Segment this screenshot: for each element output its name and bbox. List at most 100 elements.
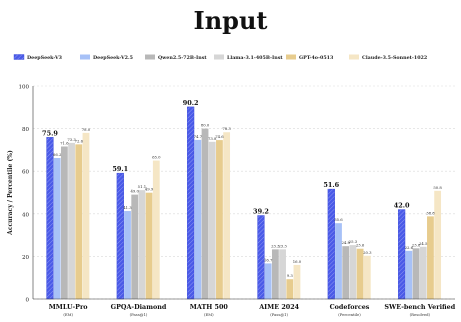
x-category-sublabel: (Pass@1): [130, 312, 148, 317]
bar-Llama-3.1-405B-Inst-MATH 500: [208, 141, 216, 299]
y-tick-label: 100: [19, 85, 30, 91]
data-label: 90.2: [183, 99, 199, 107]
data-label: 16.7: [264, 257, 273, 262]
bar-DeepSeek-V3-SWE-bench Verified: [398, 209, 406, 300]
bar-Llama-3.1-405B-Inst-MMLU-Pro: [68, 142, 75, 299]
data-label: 65.0: [152, 155, 161, 160]
data-label: 78.3: [222, 126, 231, 131]
bar-Qwen2.5-72B-Inst-AIME 2024: [271, 249, 279, 299]
data-label: 71.6: [60, 140, 69, 145]
x-category-sublabel: (Pass@1): [270, 312, 288, 317]
bar-Llama-3.1-405B-Inst-AIME 2024: [279, 249, 286, 299]
bar-DeepSeek-V2.5-AIME 2024: [264, 263, 272, 299]
bar-GPT-4o-0513-SWE-bench Verified: [427, 216, 434, 299]
legend-label: DeepSeek-V3: [27, 55, 63, 61]
data-label: 49.0: [130, 189, 139, 194]
bar-DeepSeek-V2.5-MMLU-Pro: [53, 157, 61, 299]
data-labels: 75.9 66.2 71.673.372.6 78.0 59.1 41.3 49.051.1…: [42, 99, 442, 278]
data-label: 23.8: [412, 242, 421, 247]
bar-GPT-4o-0513-AIME 2024: [286, 279, 294, 299]
data-label: 80.0: [201, 123, 210, 128]
legend-swatch: [13, 54, 25, 60]
data-label: 59.1: [112, 165, 128, 173]
data-label: 23.3: [271, 243, 280, 248]
x-category-sublabel: (EM): [63, 312, 73, 317]
legend-label: Claude-3.5-Sonnet-1022: [362, 55, 427, 61]
legend-swatch: [80, 54, 90, 60]
bar-Qwen2.5-72B-Inst-MMLU-Pro: [60, 146, 68, 299]
bar-DeepSeek-V2.5-Codeforces: [335, 223, 342, 299]
data-label: 9.3: [287, 273, 294, 278]
bar-GPT-4o-0513-MATH 500: [216, 140, 223, 299]
data-label: 22.6: [405, 245, 414, 250]
x-category-label: MATH 500: [190, 303, 229, 311]
bar-DeepSeek-V2.5-SWE-bench Verified: [405, 250, 413, 299]
data-label: 16.0: [293, 259, 302, 264]
bar-Claude-3.5-Sonnet-1022-MMLU-Pro: [82, 132, 90, 299]
bar-DeepSeek-V3-GPQA-Diamond: [116, 172, 124, 300]
bar-DeepSeek-V2.5-MATH 500: [194, 139, 202, 299]
bar-DeepSeek-V3-MMLU-Pro: [46, 137, 54, 300]
x-category-label: GPQA-Diamond: [111, 303, 167, 311]
data-label: 25.3: [349, 239, 358, 244]
bar-Claude-3.5-Sonnet-1022-Codeforces: [363, 255, 371, 299]
legend-label: GPT-4o-0513: [299, 55, 334, 61]
legend-swatch: [349, 54, 359, 60]
bar-GPT-4o-0513-GPQA-Diamond: [145, 192, 153, 299]
bar-Qwen2.5-72B-Inst-MATH 500: [201, 128, 209, 299]
data-label: 39.2: [253, 208, 269, 216]
x-category-label: Codeforces: [330, 303, 370, 311]
bar-DeepSeek-V2.5-GPQA-Diamond: [124, 211, 131, 299]
bar-Llama-3.1-405B-Inst-SWE-bench Verified: [419, 246, 427, 299]
bar-Claude-3.5-Sonnet-1022-GPQA-Diamond: [152, 160, 160, 299]
y-tick-label: 40: [22, 212, 29, 218]
bar-Llama-3.1-405B-Inst-GPQA-Diamond: [138, 190, 146, 299]
bar-GPT-4o-0513-MMLU-Pro: [75, 144, 83, 299]
bar-Llama-3.1-405B-Inst-Codeforces: [349, 245, 357, 299]
legend: DeepSeek-V3 DeepSeek-V2.5 Qwen2.5-72B-Inst…: [13, 54, 427, 61]
data-label: 66.2: [53, 152, 62, 157]
data-label: 51.1: [138, 184, 146, 189]
data-label: 74.7: [194, 134, 203, 139]
legend-label: DeepSeek-V2.5: [93, 55, 133, 61]
grid-lines: [33, 85, 455, 300]
data-label: 49.9: [145, 187, 154, 192]
bars: [46, 106, 442, 300]
legend-swatch: [286, 54, 296, 60]
bar-GPT-4o-0513-Codeforces: [356, 248, 364, 299]
x-category-sublabel: (Percentile): [338, 312, 361, 317]
bar-Claude-3.5-Sonnet-1022-AIME 2024: [293, 264, 301, 299]
axes: 0 20 40 60 80 100 Accuracy / Percentile (%) MML…: [7, 85, 456, 318]
y-tick-label: 0: [26, 298, 30, 304]
data-label: 41.3: [123, 205, 132, 210]
data-label: 35.6: [334, 217, 343, 222]
bar-Qwen2.5-72B-Inst-GPQA-Diamond: [131, 194, 139, 299]
data-label: 74.6: [215, 134, 224, 139]
bar-Qwen2.5-72B-Inst-SWE-bench Verified: [412, 248, 420, 299]
x-category-label: MMLU-Pro: [49, 303, 88, 311]
bar-Claude-3.5-Sonnet-1022-MATH 500: [223, 132, 231, 299]
x-category-sublabel: (EM): [204, 312, 214, 317]
data-label: 73.8: [208, 136, 217, 141]
x-category-label: AIME 2024: [258, 303, 299, 311]
x-category-label: SWE-bench Verified: [384, 303, 455, 311]
y-tick-label: 60: [22, 170, 29, 176]
y-tick-label: 20: [22, 255, 29, 261]
data-label: 75.9: [42, 129, 58, 137]
legend-label: Qwen2.5-72B-Inst: [158, 55, 207, 61]
bar-Qwen2.5-72B-Inst-Codeforces: [342, 246, 350, 299]
data-label: 38.8: [426, 210, 435, 215]
x-category-sublabel: (Resolved): [410, 312, 431, 317]
data-label: 23.3: [278, 243, 287, 248]
bar-Claude-3.5-Sonnet-1022-SWE-bench Verified: [434, 190, 442, 299]
y-tick-label: 80: [22, 127, 29, 133]
data-label: 42.0: [394, 202, 410, 210]
data-label: 72.6: [75, 138, 84, 143]
data-label: 24.5: [419, 241, 428, 246]
data-label: 50.8: [433, 185, 442, 190]
legend-swatch: [214, 54, 224, 60]
data-label: 20.3: [363, 250, 372, 255]
legend-label: Llama-3.1-405B-Inst: [227, 55, 283, 61]
